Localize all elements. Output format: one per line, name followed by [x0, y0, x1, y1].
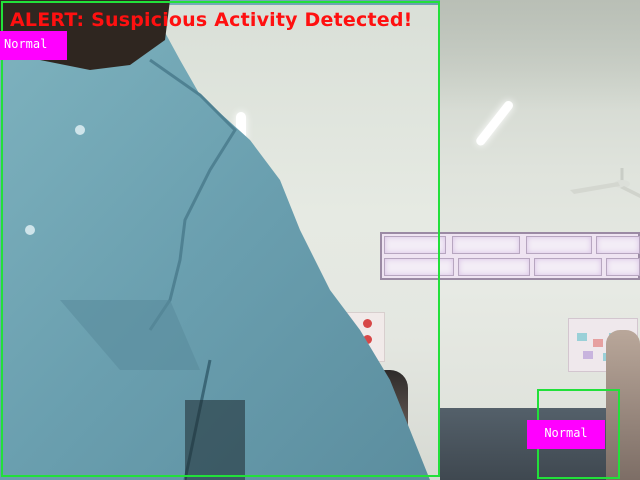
window-strip [380, 232, 640, 280]
ceiling-fan-icon [570, 168, 640, 198]
detection-box [1, 1, 440, 477]
background-person [606, 330, 640, 480]
detection-label: Normal [527, 420, 605, 449]
ceiling-shadow [440, 0, 640, 110]
alert-banner: ALERT: Suspicious Activity Detected! [10, 9, 413, 31]
detection-label: Normal [0, 31, 67, 60]
tube-light [236, 112, 246, 144]
